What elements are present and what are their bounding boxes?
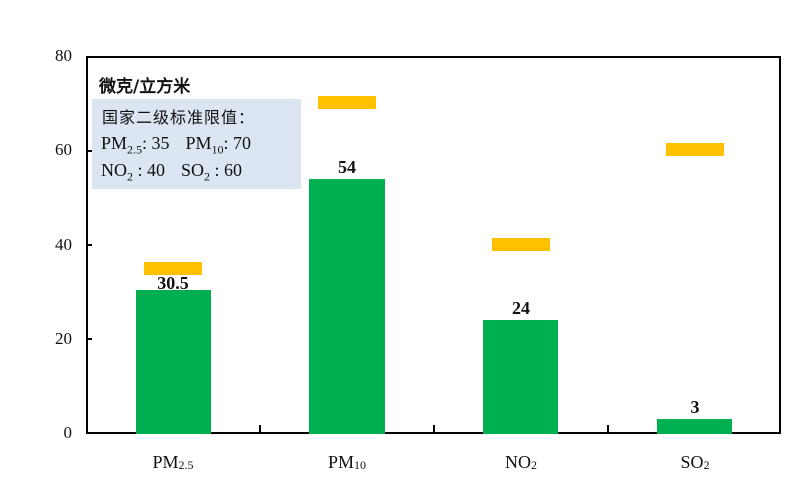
y-tick-label-80: 80 xyxy=(55,46,72,65)
bar-pm10 xyxy=(309,179,385,434)
unit-label: 微克/立方米 xyxy=(99,77,191,97)
limit-marker-pm10 xyxy=(318,96,376,109)
x-label-sub: 10 xyxy=(354,458,366,472)
x-label-no2: NO2 xyxy=(461,452,581,473)
x-label-sub: 2 xyxy=(703,458,710,472)
x-tick-mark xyxy=(607,425,609,434)
y-tick-mark xyxy=(86,338,92,340)
x-label-pm25: PM2.5 xyxy=(113,452,233,473)
x-label-sub: 2.5 xyxy=(178,458,194,472)
legend-so2-sub: 2 xyxy=(204,169,211,184)
x-tick-mark xyxy=(433,425,435,434)
value-label-so2: 3 xyxy=(690,397,700,417)
value-label-pm25: 30.5 xyxy=(157,273,189,293)
value-label-pm10: 54 xyxy=(338,157,356,177)
legend-pm25-value: : 35 xyxy=(142,133,170,153)
x-label-base: PM xyxy=(327,452,354,472)
y-tick-label-40: 40 xyxy=(55,235,72,254)
value-label-no2: 24 xyxy=(512,298,530,318)
limit-marker-so2 xyxy=(666,143,724,156)
standard-limits-title: 国家二级标准限值： xyxy=(102,108,256,127)
legend-no2-sub: 2 xyxy=(127,169,133,184)
x-label-base: NO xyxy=(505,452,531,472)
y-tick-label-20: 20 xyxy=(55,329,72,348)
standard-limits-row-2: NO2 : 40 SO2 : 60 xyxy=(101,160,242,185)
y-tick-mark xyxy=(86,244,92,246)
limit-marker-pm25 xyxy=(144,262,202,275)
legend-pm25-base: PM xyxy=(101,133,128,153)
x-label-so2: SO2 xyxy=(635,452,755,473)
y-tick-label-0: 0 xyxy=(63,423,73,442)
legend-no2-value: : 40 xyxy=(133,160,166,180)
y-tick-label-60: 60 xyxy=(55,140,72,159)
legend-no2-base: NO xyxy=(101,160,127,180)
y-tick-mark xyxy=(86,150,92,152)
legend-pm10-base: PM xyxy=(185,133,212,153)
x-label-pm10: PM10 xyxy=(287,452,407,473)
standard-limits-row-1: PM2.5: 35 PM10: 70 xyxy=(101,133,251,158)
limit-marker-no2 xyxy=(492,238,550,251)
x-label-base: SO xyxy=(680,452,704,472)
bar-pm25 xyxy=(136,290,211,434)
legend-pm25-sub: 2.5 xyxy=(127,142,143,157)
legend-pm10-value: : 70 xyxy=(223,133,252,153)
legend-pm10-sub: 10 xyxy=(211,142,224,157)
x-label-base: PM xyxy=(152,452,179,472)
legend-so2-base: SO xyxy=(181,160,205,180)
x-label-sub: 2 xyxy=(531,458,537,472)
bar-no2 xyxy=(483,320,558,434)
standard-limits-box: 国家二级标准限值： PM2.5: 35 PM10: 70 NO2 : 40 SO2 … xyxy=(92,99,301,189)
x-tick-mark xyxy=(259,425,261,434)
bar-so2 xyxy=(657,419,732,434)
legend-so2-value: : 60 xyxy=(210,160,243,180)
